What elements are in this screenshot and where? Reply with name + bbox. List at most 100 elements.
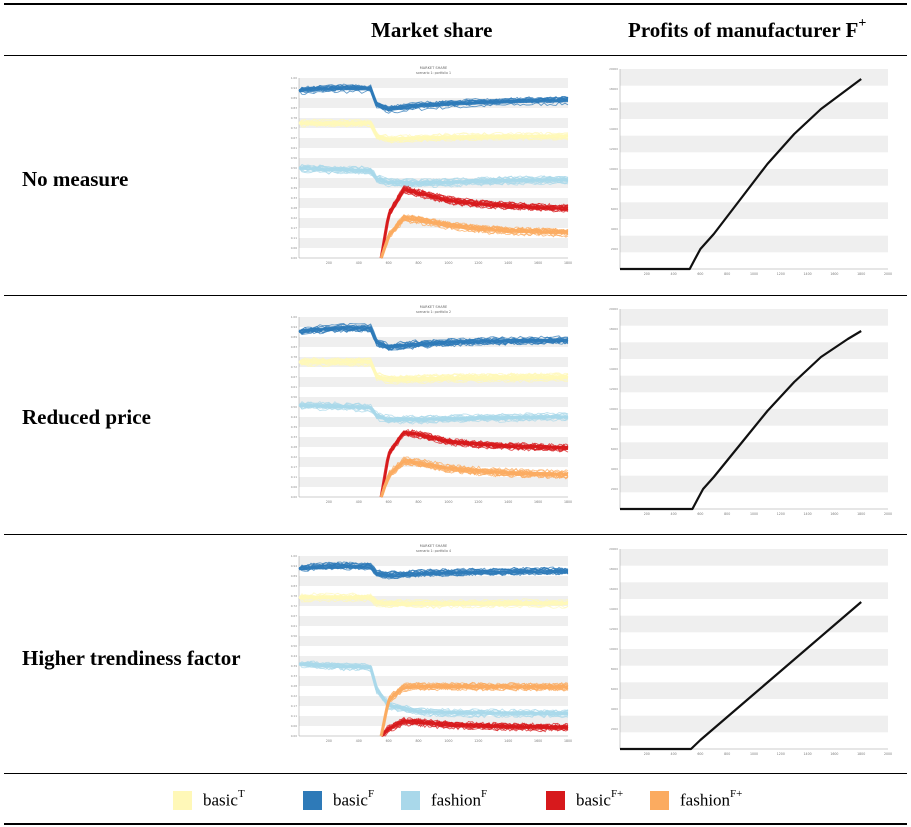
grid-band bbox=[299, 676, 568, 686]
series-basic-fplus bbox=[380, 716, 569, 738]
y-tick-label: 0.44 bbox=[291, 654, 297, 658]
series-run bbox=[298, 118, 569, 139]
legend-item-basic-f-plus: basicF+ bbox=[546, 787, 623, 813]
series-line bbox=[298, 86, 569, 112]
x-tick-label: 600 bbox=[697, 752, 703, 756]
y-tick-label: 0.89 bbox=[291, 335, 297, 339]
grid-band bbox=[620, 475, 888, 493]
x-tick-label: 600 bbox=[386, 500, 392, 504]
series-run bbox=[298, 122, 569, 143]
series-line bbox=[298, 403, 569, 422]
x-tick-label: 1400 bbox=[804, 272, 812, 276]
series-line bbox=[299, 595, 568, 606]
series-run bbox=[298, 663, 569, 718]
y-tick-label: 0.50 bbox=[291, 405, 297, 409]
x-tick-label: 1800 bbox=[857, 272, 865, 276]
legend-item-fashion-f-plus: fashionF+ bbox=[650, 787, 742, 813]
x-tick-label: 600 bbox=[697, 512, 703, 516]
y-tick-label: 6000 bbox=[611, 447, 618, 451]
grid-band bbox=[620, 615, 888, 633]
x-tick-label: 1000 bbox=[750, 512, 758, 516]
grid-band bbox=[299, 78, 568, 88]
profit-line bbox=[620, 330, 862, 511]
series-line bbox=[379, 684, 568, 737]
grid-band bbox=[299, 238, 568, 248]
series-run bbox=[298, 592, 569, 604]
grid-band bbox=[620, 409, 888, 426]
x-tick-label: 1800 bbox=[564, 500, 572, 504]
y-tick-label: 0.56 bbox=[291, 156, 297, 160]
y-tick-label: 0.67 bbox=[291, 375, 297, 379]
profit-line bbox=[620, 601, 862, 751]
y-tick-label: 0.22 bbox=[291, 455, 297, 459]
y-tick-label: 0.39 bbox=[291, 664, 297, 668]
y-tick-label: 14000 bbox=[609, 367, 618, 371]
grid-band bbox=[620, 342, 888, 359]
y-tick-label: 20000 bbox=[609, 547, 618, 551]
legend-swatch bbox=[173, 790, 192, 810]
header-rule bbox=[4, 55, 907, 56]
grid-band bbox=[620, 102, 888, 119]
market-share-chart-reduced-price: MARKET SHARE scenario 1: portfolio 2 200 40… bbox=[285, 301, 575, 511]
y-tick-label: 18000 bbox=[609, 87, 618, 91]
grid-band bbox=[620, 235, 888, 253]
x-tick-label: 400 bbox=[671, 272, 677, 276]
chart-subtitle: scenario 1: portfolio 2 bbox=[416, 310, 451, 314]
series-run bbox=[298, 663, 569, 719]
y-tick-label: 0.78 bbox=[291, 355, 297, 359]
row-divider-2 bbox=[4, 534, 907, 535]
series-run bbox=[298, 89, 569, 114]
x-tick-label: 1200 bbox=[777, 512, 785, 516]
series-run bbox=[380, 219, 569, 259]
x-tick-label: 1800 bbox=[857, 512, 865, 516]
x-tick-label: 600 bbox=[697, 272, 703, 276]
y-tick-label: 0.28 bbox=[291, 206, 297, 210]
series-line bbox=[379, 459, 569, 498]
series-run bbox=[380, 721, 569, 737]
x-tick-label: 800 bbox=[416, 500, 422, 504]
y-tick-label: 6000 bbox=[611, 687, 618, 691]
series-line bbox=[298, 662, 568, 716]
x-tick-label: 1400 bbox=[504, 261, 512, 265]
y-tick-label: 0.56 bbox=[291, 634, 297, 638]
series-run bbox=[380, 186, 569, 259]
grid-band bbox=[620, 582, 888, 599]
x-tick-label: 600 bbox=[386, 739, 392, 743]
x-tick-label: 1400 bbox=[804, 512, 812, 516]
y-tick-label: 0.44 bbox=[291, 176, 297, 180]
y-tick-label: 4000 bbox=[611, 227, 618, 231]
y-tick-label: 2000 bbox=[611, 247, 618, 251]
x-tick-label: 800 bbox=[724, 752, 730, 756]
x-tick-label: 1400 bbox=[804, 752, 812, 756]
grid-band bbox=[299, 636, 568, 646]
x-tick-label: 1200 bbox=[777, 272, 785, 276]
chart-subtitle: scenario 1: portfolio 4 bbox=[416, 549, 451, 553]
grid-band bbox=[620, 649, 888, 666]
row-divider-1 bbox=[4, 295, 907, 296]
y-tick-label: 16000 bbox=[609, 107, 618, 111]
y-tick-label: 0.33 bbox=[291, 674, 297, 678]
y-tick-label: 0.50 bbox=[291, 644, 297, 648]
x-tick-label: 400 bbox=[356, 261, 362, 265]
row-label-reduced-price: Reduced price bbox=[22, 405, 151, 429]
y-tick-label: 0.22 bbox=[291, 694, 297, 698]
grid-band bbox=[299, 437, 568, 447]
x-tick-label: 1000 bbox=[750, 752, 758, 756]
x-tick-label: 800 bbox=[724, 512, 730, 516]
x-tick-label: 400 bbox=[671, 512, 677, 516]
y-tick-label: 8000 bbox=[611, 427, 618, 431]
y-tick-label: 0.94 bbox=[291, 564, 297, 568]
legend-swatch bbox=[401, 790, 420, 810]
x-tick-label: 1000 bbox=[750, 272, 758, 276]
top-rule bbox=[4, 3, 907, 5]
y-tick-label: 0.00 bbox=[291, 495, 297, 499]
grid-band bbox=[620, 169, 888, 186]
x-tick-label: 1000 bbox=[444, 739, 452, 743]
x-tick-label: 200 bbox=[326, 739, 332, 743]
y-tick-label: 0.11 bbox=[291, 714, 297, 718]
series-run bbox=[298, 597, 569, 609]
y-tick-label: 4000 bbox=[611, 467, 618, 471]
profits-header-text: Profits of manufacturer F bbox=[628, 18, 859, 42]
y-tick-label: 0.94 bbox=[291, 325, 297, 329]
series-line bbox=[298, 326, 569, 349]
